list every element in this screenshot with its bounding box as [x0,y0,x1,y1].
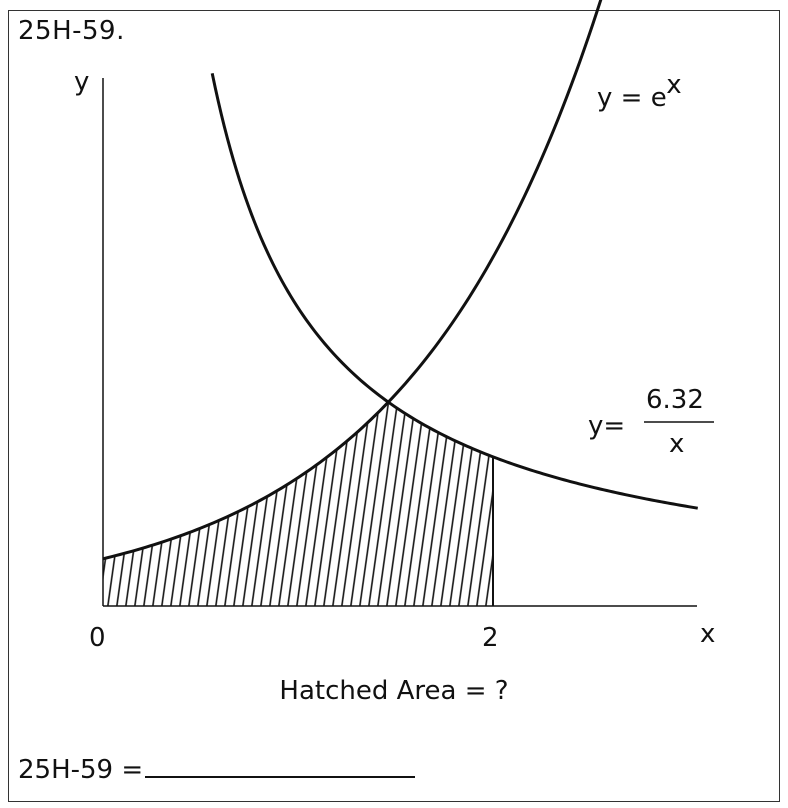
exp-label-exponent: x [666,70,681,100]
recip-label-numerator: 6.32 [646,385,704,415]
curve-label-exponential: y = ex [597,70,682,113]
y-axis-label: y [74,67,89,97]
curve-exponential [102,0,603,561]
exp-label-base: y = e [597,83,666,113]
curve-label-reciprocal: y= 6.32 x [588,385,714,459]
recip-label-denominator: x [669,429,684,459]
x-tick-2: 2 [482,623,499,653]
problem-frame [8,10,780,802]
hatched-area [103,402,493,606]
answer-blank[interactable] [145,752,416,778]
answer-row: 25H-59 = [18,752,416,785]
x-axis-label: x [700,619,715,649]
recip-label-prefix: y= [588,411,625,441]
problem-id: 25H-59. [18,16,125,46]
answer-label: 25H-59 = [18,755,144,785]
question-text: Hatched Area = ? [279,676,509,706]
x-tick-0: 0 [89,623,106,653]
curve-reciprocal [210,73,698,510]
